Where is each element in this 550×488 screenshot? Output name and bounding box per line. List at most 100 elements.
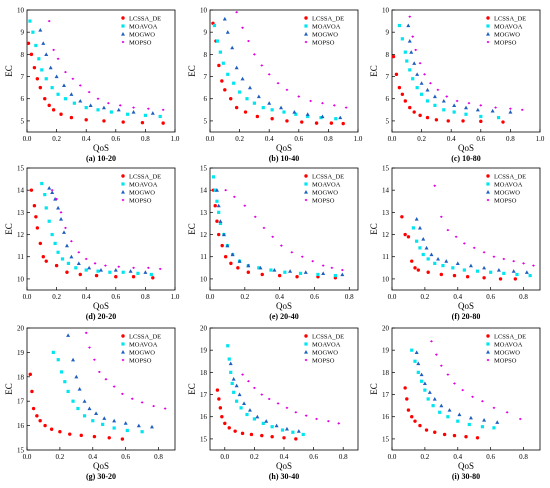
- legend-marker: [304, 350, 308, 354]
- x-tick-label: 0.0: [23, 293, 32, 301]
- x-tick-label: 0.6: [121, 453, 130, 461]
- data-point: [333, 273, 337, 278]
- series-mopso: [235, 11, 348, 109]
- data-point: [97, 370, 101, 374]
- x-tick-label: 0.8: [154, 453, 163, 461]
- y-tick-label: 18: [382, 369, 390, 377]
- y-tick-label: 11: [17, 253, 24, 261]
- data-point: [43, 423, 47, 428]
- x-tick-label: 0.4: [82, 135, 91, 143]
- data-point: [332, 104, 336, 107]
- series-mopso: [429, 340, 522, 421]
- plot-frame: [391, 167, 541, 291]
- legend-marker: [486, 40, 490, 44]
- data-point: [240, 431, 245, 436]
- y-axis-label: EC: [187, 383, 197, 395]
- data-point: [464, 112, 468, 116]
- legend-marker: [121, 190, 125, 194]
- data-point: [270, 108, 274, 112]
- y-tick-label: 10: [382, 275, 390, 283]
- data-point: [496, 268, 501, 272]
- legend-marker: [304, 334, 308, 338]
- data-point: [407, 39, 412, 43]
- data-point: [270, 425, 274, 429]
- data-point: [431, 404, 435, 408]
- legend-label: MOAVOA: [129, 23, 158, 30]
- data-point: [492, 406, 496, 410]
- data-point: [96, 108, 100, 112]
- data-point: [143, 270, 148, 274]
- data-point: [242, 401, 247, 406]
- legend-marker: [486, 334, 490, 338]
- data-point: [425, 115, 430, 120]
- plot-frame: [209, 167, 359, 291]
- x-tick-label: 0.2: [417, 135, 426, 143]
- data-point: [394, 72, 399, 77]
- data-point: [74, 266, 78, 270]
- x-tick-label: 0.6: [111, 135, 120, 143]
- data-point: [69, 254, 74, 259]
- data-point: [87, 406, 92, 411]
- data-point: [400, 37, 404, 41]
- data-point: [285, 88, 289, 92]
- legend-marker: [121, 32, 125, 36]
- data-point: [54, 263, 59, 268]
- data-point: [29, 52, 34, 57]
- data-point: [475, 107, 480, 112]
- x-axis-label: QoS: [93, 461, 109, 471]
- series-mopso: [84, 331, 167, 410]
- data-point: [247, 408, 252, 412]
- x-tick-label: 1.0: [536, 135, 545, 143]
- data-point: [52, 48, 56, 52]
- data-point: [56, 92, 60, 96]
- y-tick-label: 20: [17, 325, 25, 333]
- x-tick-label: 0.6: [111, 293, 120, 301]
- data-point: [246, 380, 250, 383]
- series-mopso: [224, 188, 344, 272]
- data-point: [114, 274, 118, 279]
- legend-label: MOAVOA: [312, 181, 341, 188]
- legend-label: MOGWO: [312, 189, 338, 196]
- data-point: [284, 426, 289, 431]
- data-point: [136, 423, 141, 428]
- data-point: [260, 393, 264, 396]
- data-point: [226, 72, 230, 76]
- data-point: [410, 259, 414, 263]
- data-point: [225, 30, 230, 34]
- data-point: [109, 110, 113, 114]
- data-point: [232, 195, 236, 199]
- data-point: [462, 268, 466, 272]
- subplot-caption: (d) 20-20: [86, 312, 116, 321]
- data-point: [68, 432, 72, 436]
- legend-label: LCSSA_DE: [129, 173, 161, 180]
- y-tick-label: 17: [200, 391, 208, 399]
- legend-label: MOGWO: [312, 31, 338, 38]
- y-tick-label: 18: [200, 369, 208, 377]
- data-point: [446, 373, 450, 376]
- legend-label: MOAVOA: [494, 23, 523, 30]
- data-point: [252, 417, 256, 421]
- x-tick-label: 0.6: [486, 453, 495, 461]
- data-point: [267, 73, 271, 76]
- data-point: [121, 270, 125, 274]
- data-point: [338, 115, 343, 120]
- y-tick-label: 8: [204, 51, 208, 59]
- data-point: [260, 433, 264, 438]
- data-point: [520, 108, 524, 112]
- data-point: [235, 11, 239, 14]
- data-point: [41, 41, 46, 45]
- data-point: [140, 430, 144, 434]
- y-tick-label: 7: [204, 73, 208, 81]
- data-point: [31, 406, 36, 411]
- data-point: [501, 120, 505, 124]
- data-point: [232, 390, 236, 394]
- series-lcssa-de: [26, 41, 165, 125]
- data-point: [230, 381, 234, 386]
- y-tick-label: 8: [21, 51, 25, 59]
- series-mopso: [47, 19, 165, 112]
- data-point: [464, 105, 468, 110]
- data-point: [40, 181, 44, 186]
- data-point: [214, 188, 219, 192]
- data-point: [425, 87, 430, 92]
